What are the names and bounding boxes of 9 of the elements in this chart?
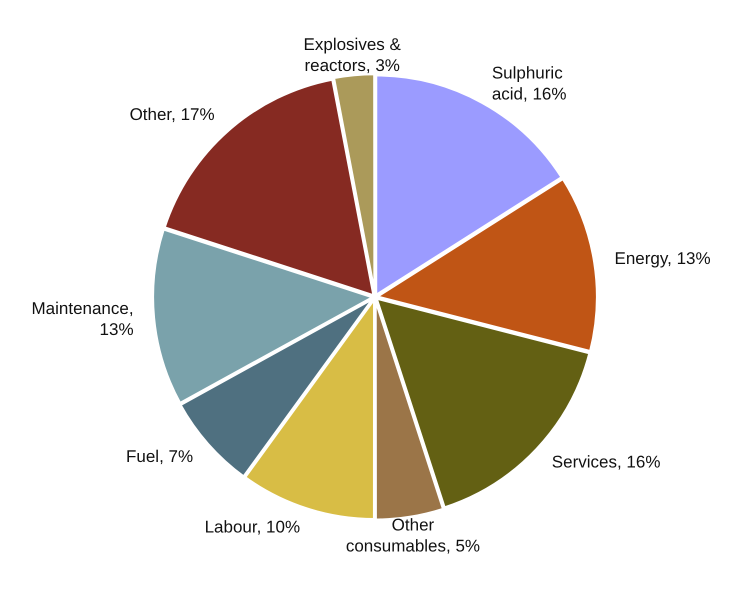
slice-label: Sulphuric acid, 16% (492, 64, 566, 104)
slice-label: Services, 16% (552, 452, 660, 472)
slice-label: Explosives & reactors, 3% (304, 34, 402, 75)
slice-label: Other consumables, 5% (346, 516, 480, 556)
slice-label: Energy, 13% (614, 248, 711, 268)
slice-label: Labour, 10% (204, 517, 300, 536)
slice-label: Maintenance, 13% (32, 299, 134, 340)
slice-label: Fuel, 7% (126, 447, 194, 466)
slice-label: Other, 17% (130, 104, 215, 124)
